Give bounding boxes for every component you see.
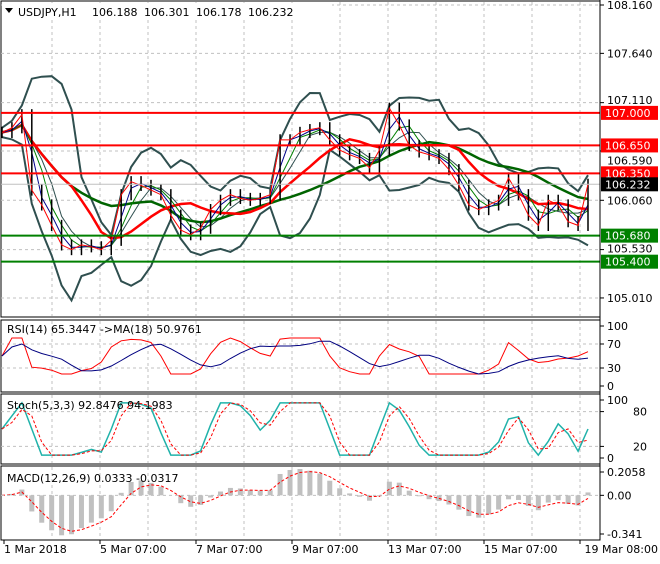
bollinger-upper-band xyxy=(1,75,589,238)
close-value: 106.232 xyxy=(248,6,294,19)
rsi-axis-label: 100 xyxy=(607,320,628,333)
current-price-label: 106.232 xyxy=(605,178,651,191)
rsi-axis-label: 70 xyxy=(607,338,621,351)
price-axis-label: 107.110 xyxy=(607,94,653,107)
rsi-axis-label: 0 xyxy=(607,380,614,393)
time-axis-label: 1 Mar 2018 xyxy=(4,543,67,556)
stoch-title: Stoch(5,3,3) 92.8476 94.1983 xyxy=(7,399,173,412)
price-axis-label: 105.010 xyxy=(607,292,653,305)
rsi-axis-label: 30 xyxy=(607,362,621,375)
time-axis-label: 5 Mar 07:00 xyxy=(100,543,166,556)
dropdown-triangle-icon[interactable] xyxy=(5,8,13,13)
time-axis-label: 13 Mar 07:00 xyxy=(388,543,461,556)
support-level-label: 105.400 xyxy=(605,256,651,269)
resistance-level-label: 106.650 xyxy=(605,139,651,152)
chart-header: USDJPY,H1 106.188 106.301 106.178 106.23… xyxy=(2,3,332,19)
price-axis-label: 107.640 xyxy=(607,47,653,60)
rsi-title: RSI(14) 65.3447 ->MA(18) 50.9761 xyxy=(7,323,202,336)
resistance-level-label-box xyxy=(601,166,658,181)
slow-moving-average xyxy=(1,123,589,224)
rsi-frame xyxy=(0,319,601,393)
stochastic-panel[interactable]: 100 80 20 0 xyxy=(0,393,647,465)
resistance-level-label: 107.000 xyxy=(605,107,651,120)
high-value: 106.301 xyxy=(144,6,190,19)
macd-title: MACD(12,26,9) 0.0333 -0.0317 xyxy=(7,472,178,485)
macd-axis-label: 0.2058 xyxy=(607,466,646,479)
support-level-label-box xyxy=(601,254,658,269)
macd-axis-label: -0.341 xyxy=(607,528,642,541)
support-level-label-box xyxy=(601,228,658,243)
resistance-level-label: 106.350 xyxy=(605,167,651,180)
close-line xyxy=(1,106,589,251)
price-axis-label: 108.160 xyxy=(607,0,653,12)
price-panel[interactable]: 108.160 107.640 107.110 106.590 106.060 105.5… xyxy=(0,0,658,540)
stoch-axis-label: 80 xyxy=(633,406,647,419)
fast-moving-average xyxy=(1,115,589,249)
resistance-level-label-box xyxy=(601,138,658,153)
time-axis: 1 Mar 2018 5 Mar 07:00 7 Mar 07:00 9 Mar 07… xyxy=(3,540,658,556)
resistance-level-label-box xyxy=(601,105,658,120)
medium-moving-average xyxy=(1,123,589,240)
rsi-line xyxy=(1,337,589,375)
stoch-axis-label: 100 xyxy=(607,394,628,407)
rsi-panel[interactable]: 100 70 30 0 xyxy=(0,319,628,393)
current-price-label-box xyxy=(601,177,658,192)
support-level-label: 105.680 xyxy=(605,230,651,243)
price-axis-label: 106.590 xyxy=(607,154,653,167)
low-value: 106.178 xyxy=(196,6,242,19)
stoch-signal-line xyxy=(1,402,589,456)
rsi-ma-line xyxy=(1,340,589,375)
macd-axis-label: 0.00 xyxy=(607,489,632,502)
symbol-label: USDJPY,H1 xyxy=(18,6,77,19)
price-panel-frame xyxy=(0,0,601,318)
price-axis-label: 105.530 xyxy=(607,243,653,256)
price-axis-label: 106.060 xyxy=(607,194,653,207)
time-axis-label: 7 Mar 07:00 xyxy=(196,543,262,556)
macd-panel[interactable]: 0.2058 0.00 -0.341 xyxy=(0,465,646,541)
time-axis-label: 15 Mar 07:00 xyxy=(484,543,557,556)
time-axis-label: 9 Mar 07:00 xyxy=(292,543,358,556)
stoch-axis-label: 20 xyxy=(633,440,647,453)
stoch-axis-label: 0 xyxy=(607,452,614,465)
time-axis-label: 19 Mar 08:00 xyxy=(585,543,658,556)
macd-signal-line xyxy=(1,471,589,532)
open-value: 106.188 xyxy=(92,6,138,19)
